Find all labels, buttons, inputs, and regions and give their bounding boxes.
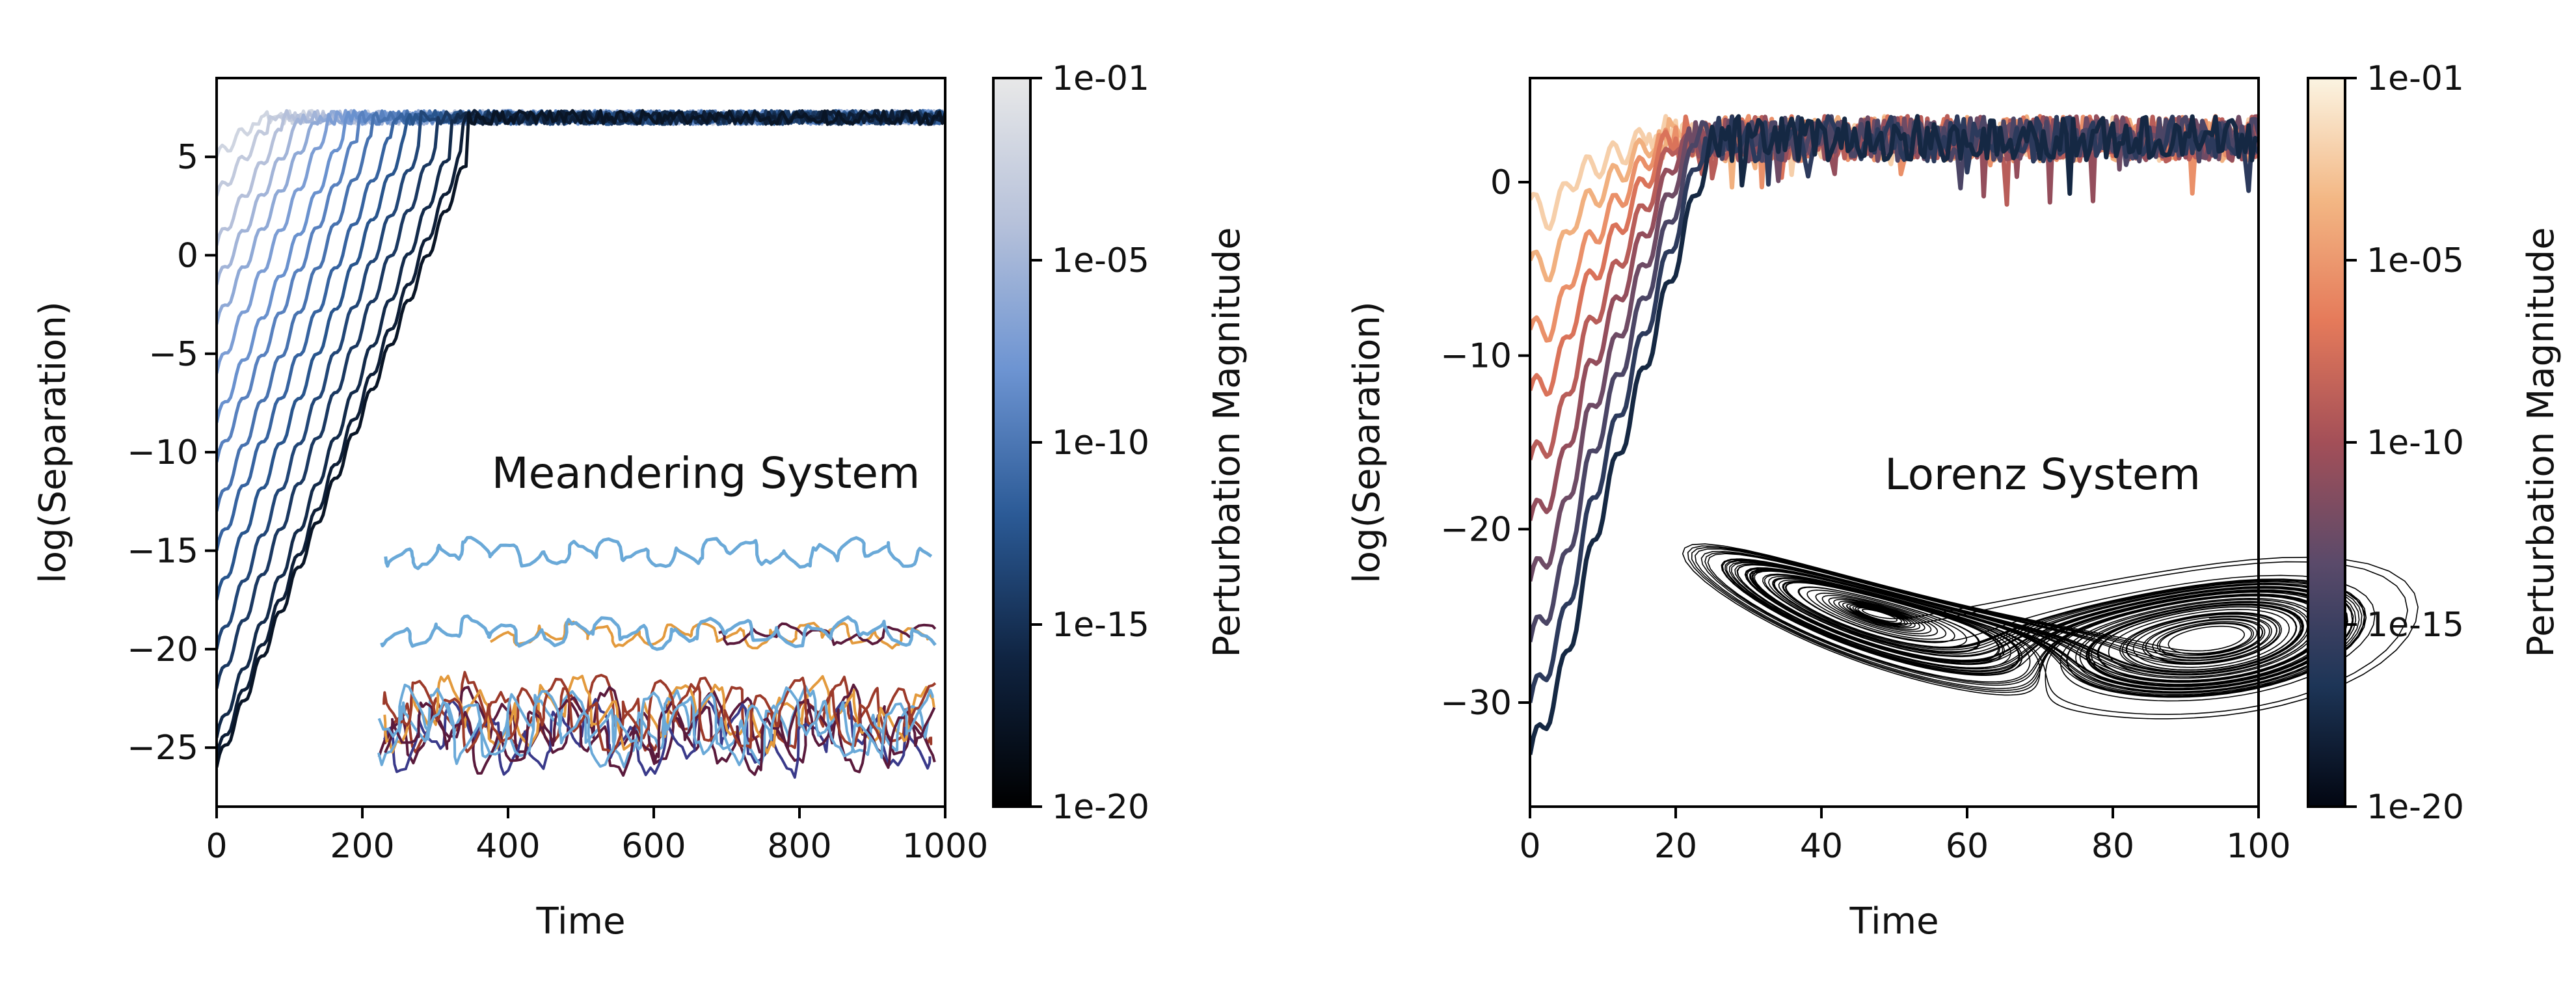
series-line <box>1530 114 2259 461</box>
meandering-inset-trajectories <box>377 535 937 779</box>
meandering-annotation: Meandering System <box>492 448 920 498</box>
meandering-colorbar-gradient <box>993 78 1030 807</box>
x-tick-label: 80 <box>2091 827 2134 866</box>
meandering-colorbar-ticks: 1e-01 1e-05 1e-10 1e-15 1e-20 <box>1030 59 1149 827</box>
y-tick-label: −20 <box>1440 510 1512 549</box>
x-tick-label: 200 <box>330 827 394 866</box>
lorenz-y-label: log(Separation) <box>1346 301 1388 584</box>
meandering-colorbar: 1e-01 1e-05 1e-10 1e-15 1e-20 Perturbation M… <box>992 59 1248 827</box>
inset-trajectory <box>384 699 936 777</box>
inset-trajectory <box>382 677 937 754</box>
x-tick-label: 60 <box>1946 827 1989 866</box>
lorenz-axes-frame <box>1529 77 2260 808</box>
x-tick-label: 0 <box>1519 827 1540 866</box>
lorenz-colorbar-gradient <box>2308 78 2345 807</box>
colorbar-tick-label: 1e-10 <box>2367 423 2464 463</box>
lorenz-colorbar-ticks: 1e-01 1e-05 1e-10 1e-15 1e-20 <box>2345 59 2464 827</box>
x-tick-label: 800 <box>767 827 831 866</box>
x-tick-label: 100 <box>2226 827 2290 866</box>
meandering-x-axis: 0 200 400 600 800 1000 <box>206 807 988 866</box>
x-tick-label: 20 <box>1654 827 1697 866</box>
series-line <box>217 109 945 650</box>
colorbar-tick-label: 1e-15 <box>1052 606 1149 645</box>
x-tick-label: 600 <box>621 827 686 866</box>
inset-trajectory <box>377 685 930 769</box>
colorbar-tick-label: 1e-05 <box>1052 241 1149 280</box>
y-tick-label: −20 <box>127 630 198 669</box>
y-tick-label: 0 <box>177 236 198 275</box>
colorbar-tick-label: 1e-01 <box>2367 59 2464 98</box>
series-line <box>217 109 945 600</box>
inset-trajectory <box>380 614 937 651</box>
colorbar-tick-label: 1e-15 <box>2367 606 2464 645</box>
inset-trajectory <box>384 535 933 571</box>
colorbar-tick-label: 1e-20 <box>2367 788 2464 827</box>
lorenz-series-lines <box>1530 114 2259 755</box>
lorenz-x-label: Time <box>1849 900 1939 943</box>
x-tick-label: 400 <box>476 827 540 866</box>
x-tick-label: 40 <box>1800 827 1843 866</box>
lorenz-attractor-inset <box>1682 543 2419 719</box>
colorbar-tick-label: 1e-01 <box>1052 59 1149 98</box>
y-tick-label: −5 <box>148 335 198 374</box>
series-line <box>1530 114 2259 755</box>
colorbar-tick-label: 1e-05 <box>2367 241 2464 280</box>
meandering-axes-frame <box>215 77 946 808</box>
meandering-series-lines <box>217 109 945 768</box>
x-tick-label: 1000 <box>902 827 988 866</box>
inset-trajectory <box>377 683 934 768</box>
panel-lorenz: Lorenz System 0 20 40 60 80 100 0 −10 −20 −30 Ti… <box>1346 59 2562 943</box>
y-tick-label: −10 <box>127 433 198 472</box>
series-line <box>217 109 945 768</box>
meandering-y-axis: 5 0 −5 −10 −15 −20 −25 <box>127 138 217 768</box>
lorenz-colorbar-label: Perturbation Magnitude <box>2520 227 2562 657</box>
series-line <box>217 109 945 689</box>
y-tick-label: 0 <box>1490 163 1512 202</box>
colorbar-tick-label: 1e-20 <box>1052 788 1149 827</box>
x-tick-label: 0 <box>206 827 227 866</box>
y-tick-label: −25 <box>127 729 198 768</box>
lorenz-x-axis: 0 20 40 60 80 100 <box>1519 807 2291 866</box>
series-line <box>1530 114 2259 582</box>
meandering-x-label: Time <box>535 900 625 943</box>
meandering-colorbar-label: Perturbation Magnitude <box>1206 227 1248 657</box>
y-tick-label: −10 <box>1440 337 1512 376</box>
lorenz-colorbar: 1e-01 1e-05 1e-10 1e-15 1e-20 Perturbation M… <box>2307 59 2562 827</box>
lorenz-y-axis: 0 −10 −20 −30 <box>1440 163 1530 723</box>
y-tick-label: −30 <box>1440 684 1512 723</box>
meandering-y-label: log(Separation) <box>32 301 74 584</box>
panel-meandering: Meandering System 0 200 400 600 800 1000 5 0 −5… <box>32 59 1248 943</box>
colorbar-tick-label: 1e-10 <box>1052 423 1149 463</box>
y-tick-label: 5 <box>177 138 198 177</box>
lorenz-annotation: Lorenz System <box>1885 450 2201 500</box>
lorenz-attractor-curve <box>1682 543 2419 719</box>
y-tick-label: −15 <box>127 531 198 571</box>
